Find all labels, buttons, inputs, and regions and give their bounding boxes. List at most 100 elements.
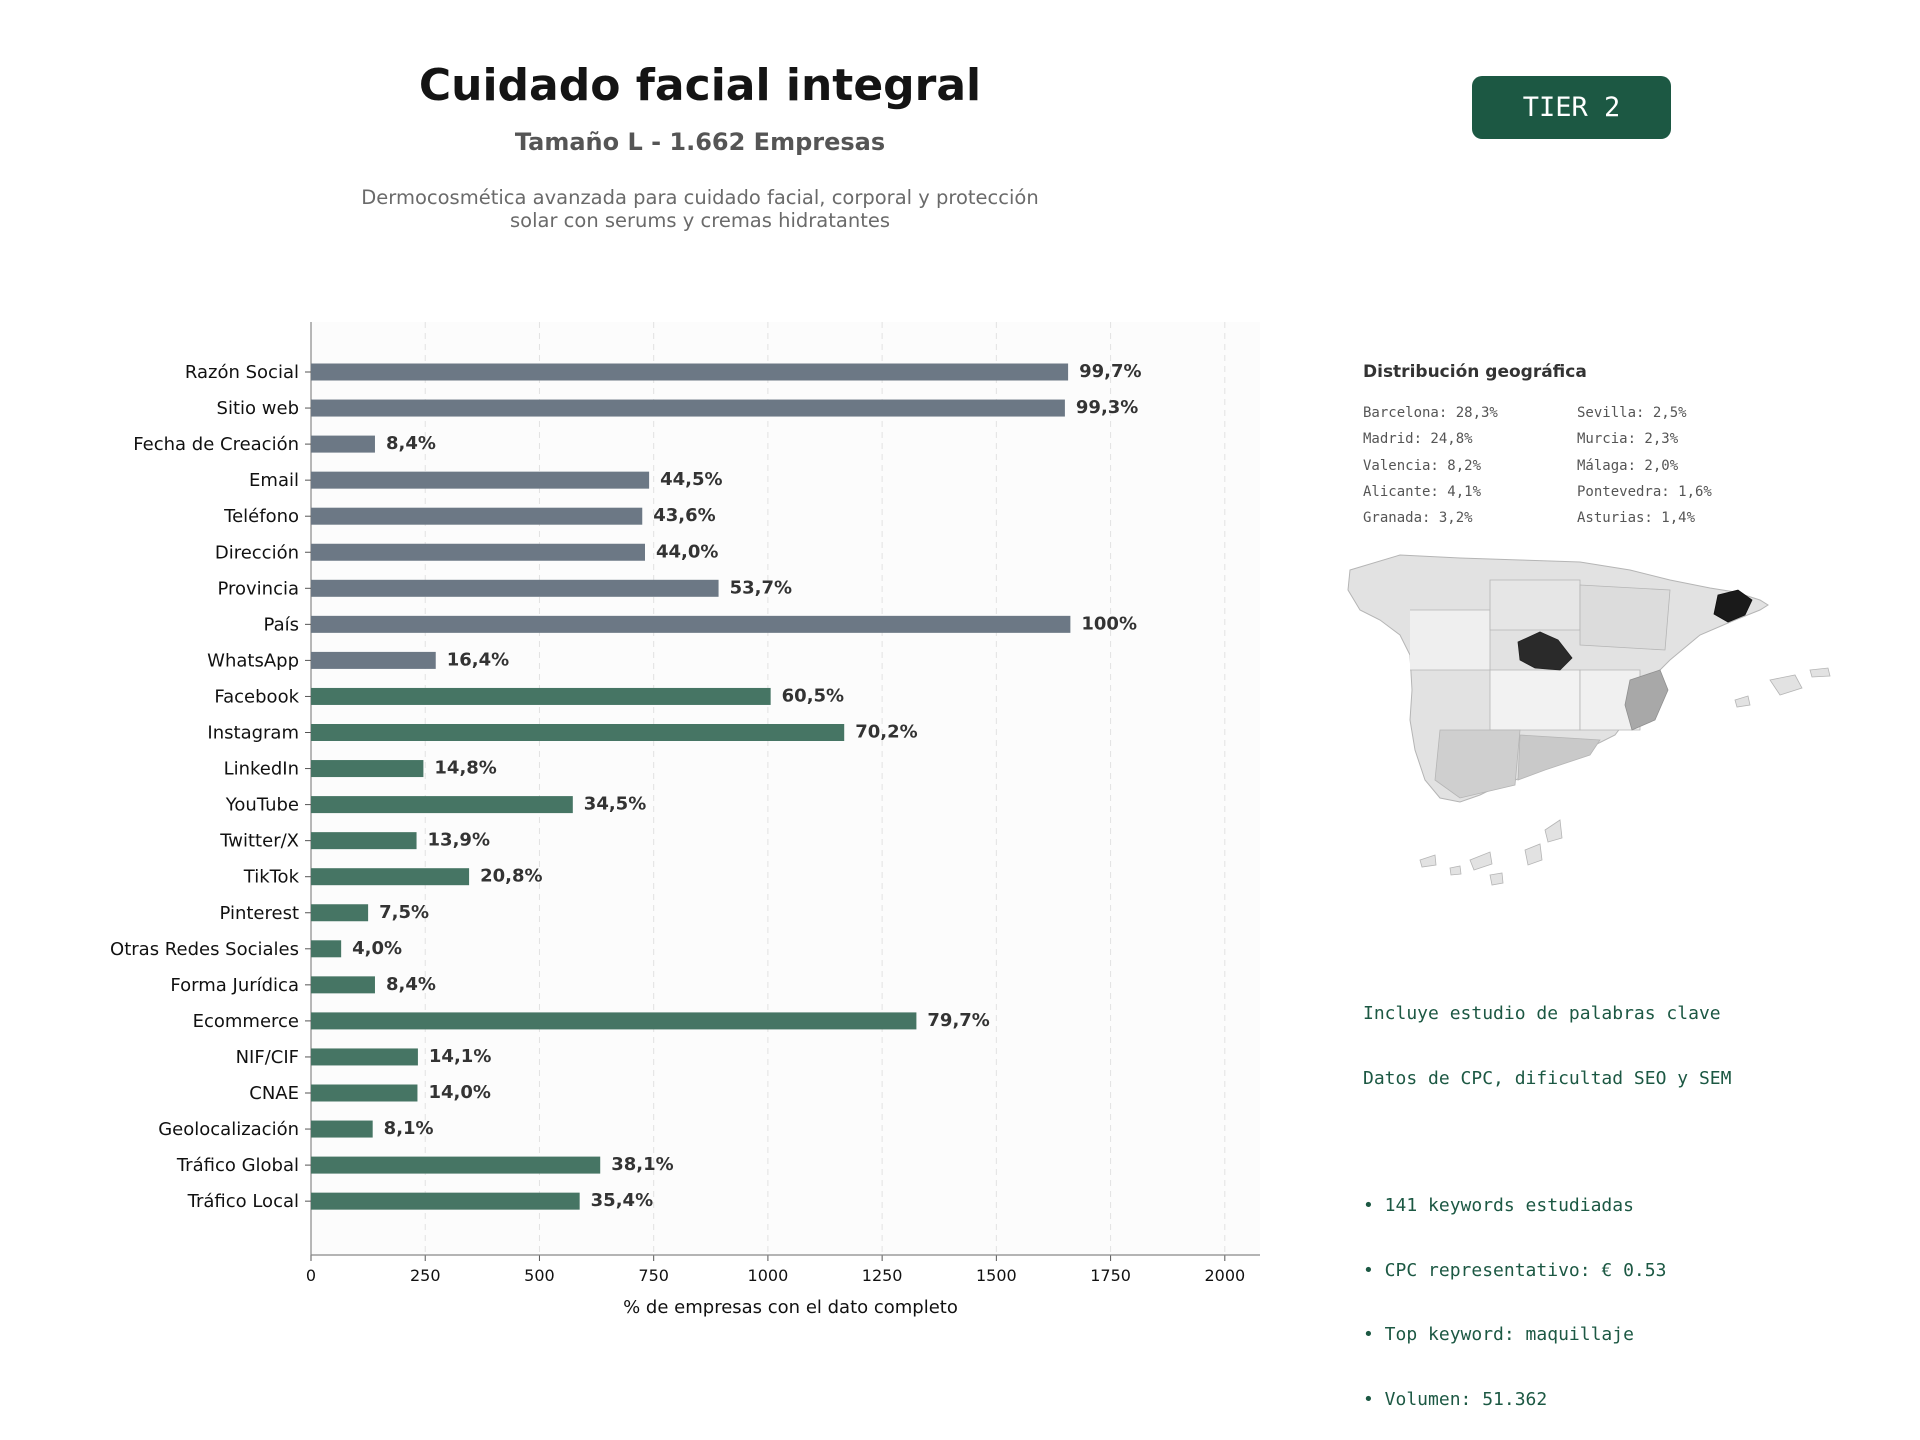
geo-item: Madrid: 24,8% xyxy=(1363,431,1473,448)
bar xyxy=(311,435,375,453)
category-label: NIF/CIF xyxy=(236,1047,299,1068)
x-tick-label: 250 xyxy=(410,1266,441,1285)
bar xyxy=(311,832,417,850)
data-label: 13,9% xyxy=(428,830,490,851)
bar xyxy=(311,651,436,669)
page-subtitle: Tamaño L - 1.662 Empresas xyxy=(514,128,886,156)
category-label: Fecha de Creación xyxy=(133,434,299,455)
category-label: LinkedIn xyxy=(224,759,299,780)
x-tick-label: 1250 xyxy=(862,1266,903,1285)
category-label: TikTok xyxy=(243,867,300,888)
category-label: Tráfico Global xyxy=(176,1155,299,1176)
bar xyxy=(311,399,1065,417)
category-label: Teléfono xyxy=(223,506,299,527)
data-label: 8,1% xyxy=(384,1118,434,1139)
bar xyxy=(311,543,646,561)
bar xyxy=(311,904,369,922)
bar xyxy=(311,1012,917,1030)
x-tick-label: 750 xyxy=(638,1266,669,1285)
category-label: Geolocalización xyxy=(158,1119,299,1140)
x-tick-label: 500 xyxy=(524,1266,555,1285)
data-label: 16,4% xyxy=(447,649,509,670)
data-label: 99,7% xyxy=(1079,361,1141,382)
data-label: 99,3% xyxy=(1076,397,1138,418)
data-label: 35,4% xyxy=(591,1190,653,1211)
data-label: 7,5% xyxy=(379,902,429,923)
bar xyxy=(311,868,470,886)
category-label: Email xyxy=(249,470,299,491)
data-label: 44,5% xyxy=(660,469,722,490)
data-label: 20,8% xyxy=(480,866,542,887)
bar xyxy=(311,1084,418,1102)
map-balearic-islands xyxy=(1734,667,1831,708)
data-label: 70,2% xyxy=(855,722,917,743)
geo-item: Valencia: 8,2% xyxy=(1363,457,1482,474)
description-line-2: solar con serums y cremas hidratantes xyxy=(510,209,890,232)
data-label: 79,7% xyxy=(927,1010,989,1031)
geo-item: Murcia: 2,3% xyxy=(1577,431,1679,448)
data-label: 60,5% xyxy=(782,685,844,706)
map-region-barcelona xyxy=(1713,589,1753,623)
x-tick-label: 0 xyxy=(306,1266,316,1285)
category-label: Otras Redes Sociales xyxy=(110,939,299,960)
spain-choropleth-map xyxy=(1347,554,1831,886)
x-axis-label: % de empresas con el dato completo xyxy=(623,1297,958,1318)
x-tick-label: 1000 xyxy=(748,1266,789,1285)
map-canary-islands xyxy=(1419,819,1563,886)
geo-list-column-1: Barcelona: 28,3% Madrid: 24,8% Valencia:… xyxy=(1363,400,1498,531)
bar xyxy=(311,363,1069,381)
keywords-bullet: • Volumen: 51.362 xyxy=(1363,1388,1548,1410)
bar xyxy=(311,579,719,597)
bar xyxy=(311,687,771,705)
data-label: 34,5% xyxy=(584,794,646,815)
data-label: 100% xyxy=(1081,613,1137,634)
category-label: Sitio web xyxy=(217,398,299,419)
bar xyxy=(311,471,650,489)
bar xyxy=(311,1048,418,1066)
keywords-line-2: Datos de CPC, dificultad SEO y SEM xyxy=(1363,1067,1732,1089)
category-label: Tráfico Local xyxy=(187,1191,299,1212)
bar xyxy=(311,724,845,741)
bar xyxy=(311,796,573,814)
category-label: Razón Social xyxy=(185,362,299,383)
bar xyxy=(311,615,1071,633)
geo-item: Granada: 3,2% xyxy=(1363,510,1473,527)
map-region-madrid xyxy=(1517,631,1573,671)
data-label: 8,4% xyxy=(386,433,436,454)
category-label: Dirección xyxy=(215,542,299,563)
bar xyxy=(311,1120,373,1138)
category-label: Facebook xyxy=(214,686,299,707)
bar xyxy=(311,976,375,994)
keywords-line-1: Incluye estudio de palabras clave xyxy=(1363,1003,1721,1024)
keywords-bullet: • Top keyword: maquillaje xyxy=(1363,1324,1634,1345)
category-label: País xyxy=(264,614,299,635)
bar xyxy=(311,1156,601,1174)
bar xyxy=(311,1192,580,1210)
data-label: 14,1% xyxy=(429,1046,491,1067)
geo-item: Málaga: 2,0% xyxy=(1577,457,1679,474)
keywords-info: Incluye estudio de palabras clave Datos … xyxy=(1363,960,1731,1432)
bar xyxy=(311,760,424,778)
bar xyxy=(311,940,342,958)
geo-item: Sevilla: 2,5% xyxy=(1577,405,1687,421)
data-label: 43,6% xyxy=(653,505,715,526)
category-label: Instagram xyxy=(207,723,299,744)
completeness-bar-chart: 0 250 500 750 1000 1250 1500 1750 2000 Razón Soci… xyxy=(110,322,1260,1318)
map-region-valencia xyxy=(1624,669,1669,731)
category-label: Provincia xyxy=(217,578,299,599)
x-tick-label: 1500 xyxy=(976,1266,1017,1285)
tier-badge: TIER 2 xyxy=(1472,76,1671,139)
plot-area xyxy=(311,322,1260,1255)
geo-list-column-2: Sevilla: 2,5% Murcia: 2,3% Málaga: 2,0% … xyxy=(1577,400,1712,531)
category-label: Ecommerce xyxy=(193,1011,299,1032)
category-label: Forma Jurídica xyxy=(170,975,299,996)
geo-item: Barcelona: 28,3% xyxy=(1363,405,1498,421)
data-label: 53,7% xyxy=(730,577,792,598)
x-tick-label: 2000 xyxy=(1204,1266,1245,1285)
description-line-1: Dermocosmética avanzada para cuidado fac… xyxy=(361,186,1039,209)
category-label: WhatsApp xyxy=(207,650,299,671)
page-description: Dermocosmética avanzada para cuidado fac… xyxy=(300,186,1100,232)
x-tick-label: 1750 xyxy=(1090,1266,1131,1285)
category-label: YouTube xyxy=(225,795,299,816)
bar xyxy=(311,507,643,525)
